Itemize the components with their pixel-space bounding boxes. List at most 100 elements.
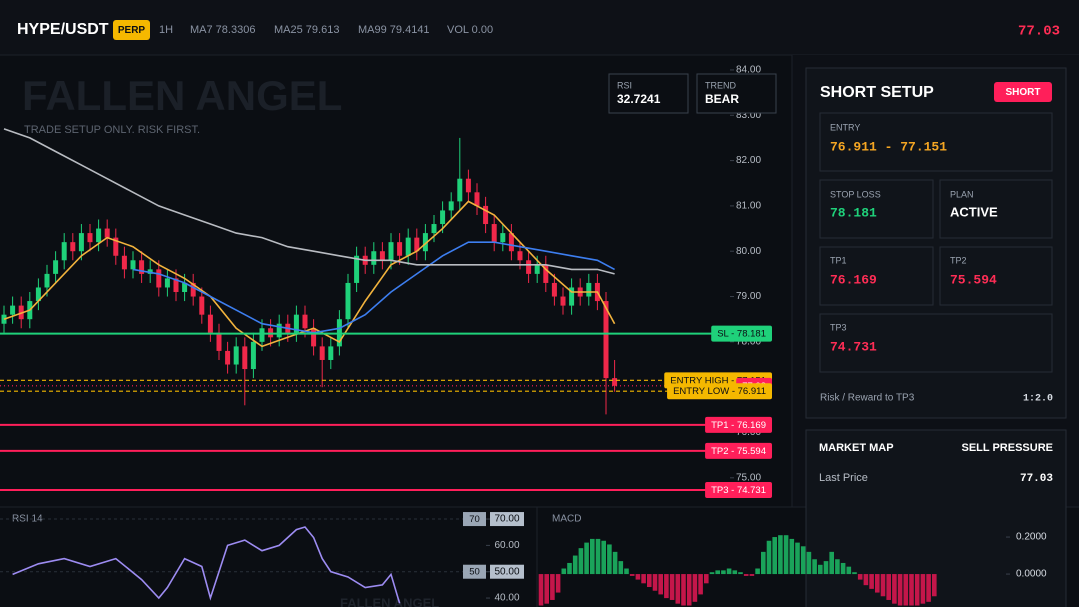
macd-bar: [857, 574, 863, 580]
candle-body: [225, 350, 231, 365]
tp1-card: [819, 246, 934, 306]
macd-bar: [629, 574, 635, 576]
level-tag-label: SL - 78.181: [717, 329, 766, 340]
candle-body: [70, 242, 76, 252]
macd-chart: 0.2000 0.0000: [538, 532, 1047, 606]
y-tick-label: 70.00: [494, 514, 519, 525]
level-tag: [705, 416, 772, 433]
rsi-tick-box: [490, 512, 524, 527]
last-price-label: Last Price: [819, 472, 868, 484]
candle-body: [61, 242, 67, 261]
interval[interactable]: 1H: [159, 24, 173, 36]
macd-bar: [669, 574, 675, 600]
candle-body: [242, 346, 248, 370]
macd-bar: [846, 566, 852, 575]
tp2-value: 75.594: [950, 272, 997, 287]
macd-bar: [578, 548, 584, 575]
setup-title: SHORT SETUP: [820, 84, 934, 101]
entry-card: [819, 112, 1053, 172]
macd-bar: [886, 574, 891, 600]
moving-average: [132, 241, 615, 334]
candle-body: [379, 251, 385, 261]
candle-body: [182, 282, 188, 293]
macd-bar: [601, 540, 606, 575]
level-tag: [667, 383, 772, 400]
candle-body: [190, 282, 196, 297]
macd-bar: [584, 542, 589, 575]
candle-body: [78, 233, 84, 252]
candle-body: [560, 296, 566, 306]
macd-bar: [732, 570, 738, 575]
candle-body: [371, 251, 377, 265]
y-tick-label: 0.0000: [1016, 569, 1047, 580]
y-tick-label: 81.00: [736, 201, 761, 212]
y-tick-label: 83.00: [736, 110, 761, 121]
trend-box: [696, 73, 777, 114]
candle-body: [259, 328, 265, 342]
candle-body: [457, 178, 463, 202]
level-tag: [705, 482, 772, 498]
macd-bar: [852, 572, 857, 575]
macd-bar: [749, 574, 755, 576]
macd-bar: [840, 562, 846, 575]
level-tag-label: TP3 - 74.731: [711, 485, 766, 496]
candle-body: [491, 224, 497, 243]
rsi-line: [12, 526, 401, 604]
macd-bar: [550, 574, 555, 600]
macd-bar: [715, 570, 720, 575]
candle-body: [53, 260, 59, 274]
entry-label: ENTRY: [830, 122, 860, 132]
macd-bar: [675, 574, 681, 604]
macd-bar: [618, 561, 624, 575]
macd-bar: [721, 570, 726, 575]
plan-card: [939, 179, 1053, 239]
tp3-value: 74.731: [830, 339, 877, 354]
symbol: HYPE/USDT: [17, 21, 109, 38]
candle-body: [422, 233, 428, 252]
tp1-value: 76.169: [830, 272, 877, 287]
level-tag: [705, 442, 772, 459]
macd-bar: [783, 535, 789, 575]
candle-body: [233, 346, 239, 365]
rsi-tag: [463, 564, 486, 579]
macd-bar: [567, 562, 572, 575]
y-tick-label: 40.00: [494, 593, 519, 604]
macd-bar: [772, 537, 777, 575]
moving-average: [3, 200, 616, 348]
plan-label: PLAN: [950, 189, 974, 199]
macd-bar: [892, 574, 897, 604]
candle-body: [543, 264, 549, 283]
candle-body: [250, 341, 256, 370]
price-chart: [0, 128, 730, 491]
macd-bar: [818, 564, 823, 575]
macd-bar: [572, 555, 578, 575]
candle-body: [414, 237, 420, 252]
last-price: 77.03: [1018, 24, 1060, 40]
y-tick-label: 60.00: [494, 540, 519, 551]
candle-body: [526, 260, 532, 274]
macd-bar: [652, 574, 658, 591]
risk-reward-value: 1:2.0: [1023, 394, 1053, 405]
short-button[interactable]: [994, 82, 1052, 102]
volume-readout: VOL 0.00: [447, 24, 493, 36]
candle-body: [465, 178, 471, 193]
rsi-watermark: FALLEN ANGEL: [340, 595, 439, 607]
tp2-label: TP2: [950, 255, 967, 265]
rsi-title: RSI 14: [12, 514, 43, 525]
macd-bar: [875, 574, 880, 593]
rsi-tag: [463, 512, 486, 527]
macd-bar: [800, 546, 806, 575]
moving-average: [3, 128, 615, 275]
macd-bar: [641, 574, 646, 584]
y-tick-label: 80.00: [736, 246, 761, 257]
macd-bar: [761, 551, 766, 575]
entry-value: 76.911 - 77.151: [830, 139, 947, 154]
watermark-title: FALLEN ANGEL: [22, 72, 342, 119]
macd-bar: [795, 542, 800, 575]
market-map-title: MARKET MAP: [819, 442, 894, 454]
short-button-label[interactable]: SHORT: [1006, 87, 1041, 98]
macd-bar: [692, 574, 698, 602]
candle-body: [612, 378, 618, 386]
macd-bar: [920, 574, 926, 604]
